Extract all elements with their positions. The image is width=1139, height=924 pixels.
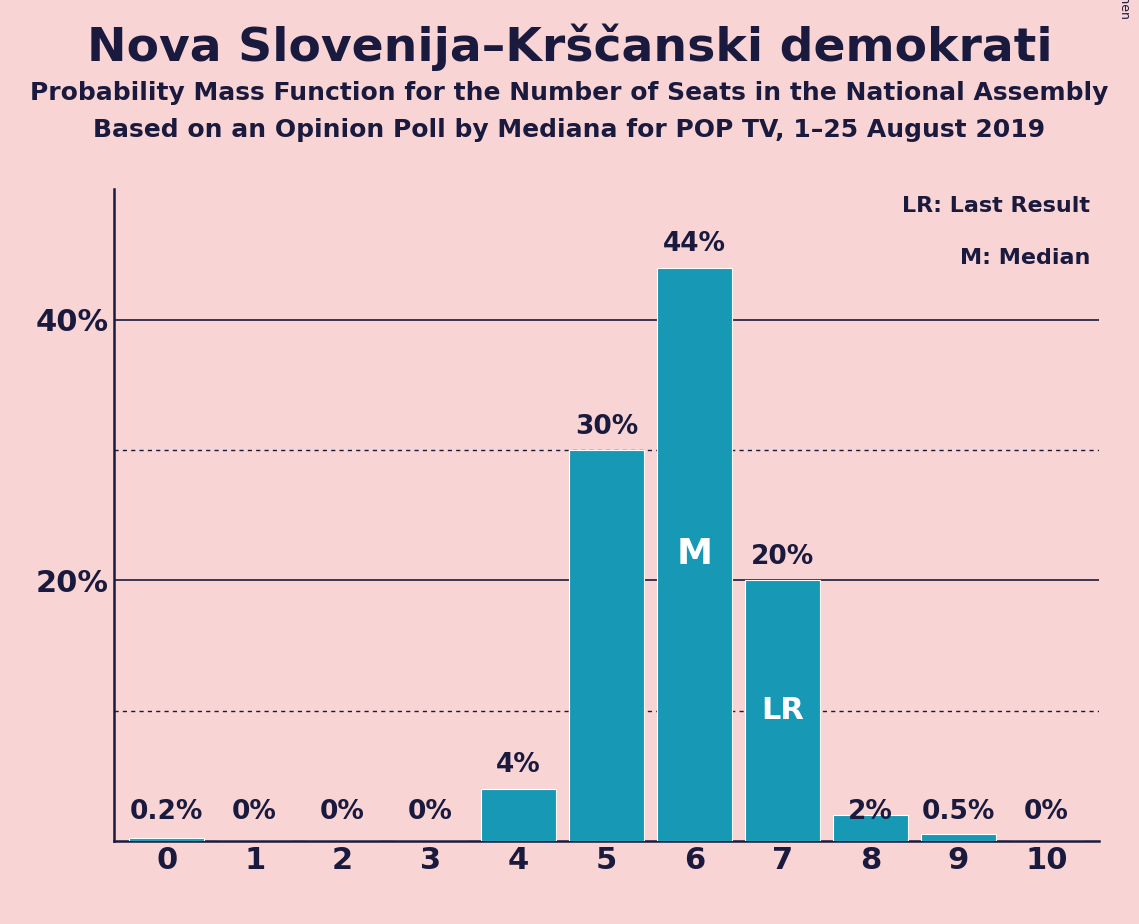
- Bar: [481, 789, 556, 841]
- Text: 20%: 20%: [751, 544, 814, 570]
- Bar: [657, 268, 732, 841]
- Text: Nova Slovenija–Krščanski demokrati: Nova Slovenija–Krščanski demokrati: [87, 23, 1052, 70]
- Text: LR: LR: [761, 696, 804, 725]
- Bar: [921, 834, 995, 841]
- Text: 0.5%: 0.5%: [921, 799, 995, 825]
- Text: © 2020 Filip van Laenen: © 2020 Filip van Laenen: [1118, 0, 1131, 18]
- Text: Probability Mass Function for the Number of Seats in the National Assembly: Probability Mass Function for the Number…: [31, 81, 1108, 105]
- Bar: [745, 580, 820, 841]
- Bar: [570, 450, 644, 841]
- Bar: [130, 838, 204, 841]
- Text: 0%: 0%: [320, 799, 366, 825]
- Text: M: M: [677, 537, 713, 571]
- Text: 0%: 0%: [1024, 799, 1068, 825]
- Text: Based on an Opinion Poll by Mediana for POP TV, 1–25 August 2019: Based on an Opinion Poll by Mediana for …: [93, 118, 1046, 142]
- Text: 2%: 2%: [847, 799, 893, 825]
- Text: 44%: 44%: [663, 231, 726, 257]
- Text: M: Median: M: Median: [960, 248, 1090, 268]
- Text: 30%: 30%: [575, 414, 638, 440]
- Text: 0%: 0%: [408, 799, 453, 825]
- Text: 4%: 4%: [497, 752, 541, 778]
- Bar: [833, 815, 908, 841]
- Text: 0.2%: 0.2%: [130, 799, 204, 825]
- Text: LR: Last Result: LR: Last Result: [902, 196, 1090, 216]
- Text: 0%: 0%: [232, 799, 277, 825]
